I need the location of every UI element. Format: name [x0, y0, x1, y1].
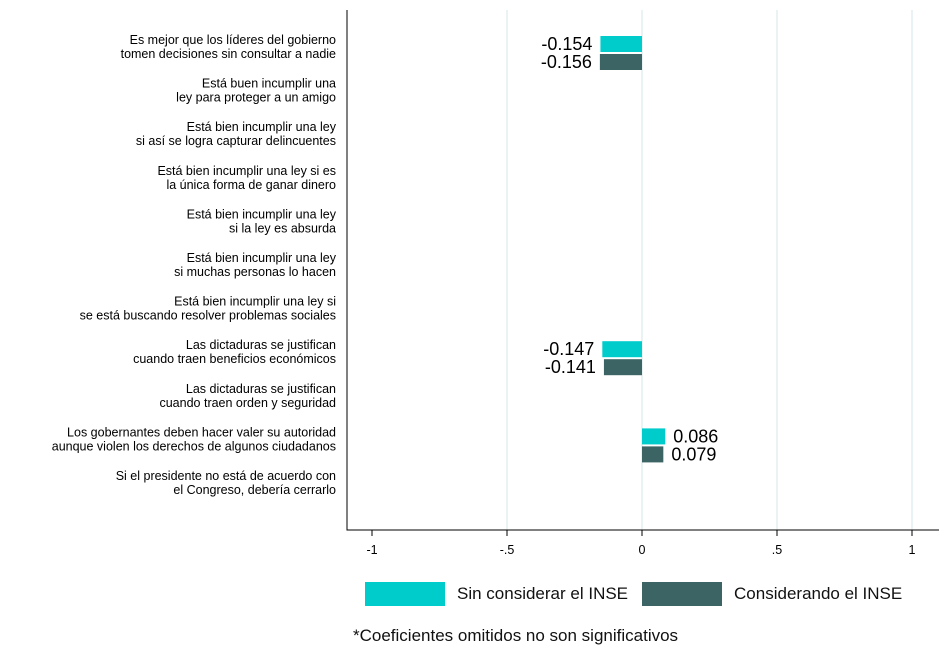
x-tick-label: 0 — [639, 543, 646, 557]
category-label: Está bien incumplir una ley si — [174, 295, 336, 309]
category-label: Está bien incumplir una ley si es — [157, 164, 336, 178]
bar-sin-inse — [642, 428, 666, 445]
category-label: Está bien incumplir una ley — [187, 207, 337, 221]
legend-label-sin-inse: Sin considerar el INSE — [457, 584, 629, 603]
category-label: Si el presidente no está de acuerdo con — [116, 469, 336, 483]
category-label: cuando traen beneficios económicos — [133, 352, 336, 366]
footnote: *Coeficientes omitidos no son significat… — [353, 626, 679, 645]
x-tick-label: .5 — [772, 543, 782, 557]
bar-con-inse — [642, 446, 664, 463]
category-label: Está buen incumplir una — [202, 77, 336, 91]
category-label: se está buscando resolver problemas soci… — [80, 309, 336, 323]
category-label: si muchas personas lo hacen — [174, 265, 336, 279]
category-label: Las dictaduras se justifican — [186, 382, 336, 396]
bar-value-label: -0.147 — [543, 339, 594, 359]
category-label: Es mejor que los líderes del gobierno — [130, 33, 336, 47]
category-label: si la ley es absurda — [229, 221, 336, 235]
x-tick-label: 1 — [909, 543, 916, 557]
bar-con-inse — [603, 359, 642, 376]
x-tick-label: -1 — [366, 543, 377, 557]
x-tick-label: -.5 — [500, 543, 515, 557]
category-label: cuando traen orden y seguridad — [159, 396, 336, 410]
bar-value-label: -0.156 — [541, 52, 592, 72]
category-label: la única forma de ganar dinero — [166, 178, 336, 192]
category-label: Las dictaduras se justifican — [186, 338, 336, 352]
legend: Sin considerar el INSE Considerando el I… — [365, 582, 916, 606]
category-label: si así se logra capturar delincuentes — [136, 134, 336, 148]
legend-label-con-inse: Considerando el INSE — [734, 584, 903, 603]
category-label: ley para proteger a un amigo — [176, 91, 336, 105]
bar-sin-inse — [600, 36, 642, 52]
category-label: tomen decisiones sin consultar a nadie — [121, 47, 336, 61]
bar-con-inse — [599, 54, 642, 70]
bar-value-label: 0.079 — [671, 444, 716, 464]
bar-sin-inse — [602, 341, 642, 358]
bars-group — [599, 36, 666, 463]
legend-swatch-con-inse — [642, 582, 723, 606]
category-label: Está bien incumplir una ley — [187, 251, 337, 265]
category-label: el Congreso, debería cerrarlo — [173, 483, 336, 497]
category-label: aunque violen los derechos de algunos ci… — [52, 439, 336, 453]
bar-value-label: -0.141 — [545, 357, 596, 377]
category-labels-group: Es mejor que los líderes del gobiernotom… — [52, 33, 337, 497]
axes-group: -1 -.5 0 .5 1 — [346, 10, 939, 557]
category-label: Está bien incumplir una ley — [187, 120, 337, 134]
bar-value-label: 0.086 — [673, 426, 718, 446]
category-label: Los gobernantes deben hacer valer su aut… — [67, 425, 336, 439]
bar-value-label: -0.154 — [541, 34, 592, 54]
legend-swatch-sin-inse — [365, 582, 445, 606]
